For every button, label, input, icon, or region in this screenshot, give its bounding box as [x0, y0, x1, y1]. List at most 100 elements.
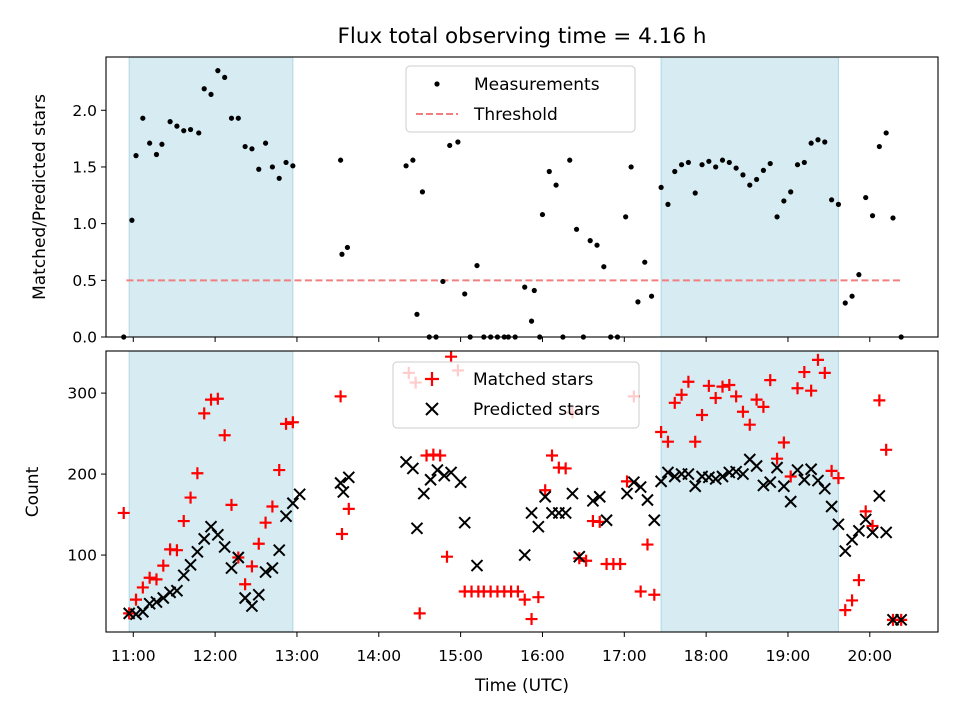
y-tick-label: 300 — [67, 385, 97, 403]
predicted-star-point — [129, 607, 143, 621]
matched-star-point — [811, 353, 824, 366]
bottom-legend: Matched stars Predicted stars — [392, 361, 640, 429]
predicted-star-point — [417, 487, 431, 500]
bottom-shaded-intervals — [128, 350, 839, 633]
predicted-star-point — [648, 514, 661, 527]
predicted-stars-points — [122, 453, 908, 627]
matched-star-point — [413, 607, 426, 620]
matched-star-point — [661, 435, 674, 448]
measurement-point — [594, 242, 600, 248]
matched-star-point — [218, 429, 231, 442]
measurement-point — [760, 167, 767, 173]
matched-star-point — [573, 552, 586, 565]
matched-star-point — [818, 366, 831, 379]
chart-title: Flux total observing time = 4.16 h — [338, 24, 707, 49]
measurement-point — [573, 226, 580, 232]
matched-star-point — [839, 604, 852, 617]
matched-star-point — [702, 379, 715, 392]
predicted-star-point — [757, 479, 770, 492]
matched-star-point — [675, 388, 688, 401]
matched-star-point — [130, 593, 143, 606]
bottom-y-ticks: 100 200 300 — [67, 385, 106, 565]
predicted-star-point — [894, 613, 908, 627]
matched-star-point — [716, 380, 729, 393]
predicted-star-point — [470, 559, 484, 572]
bottom-panel: 100 200 300 11:00 12:00 13:00 14:00 15:00 16:00… — [23, 350, 939, 696]
predicted-star-point — [337, 485, 350, 499]
measurement-point — [174, 123, 180, 129]
measurement-point — [337, 157, 344, 163]
matched-star-point — [832, 472, 845, 485]
predicted-star-point — [573, 550, 586, 563]
predicted-star-point — [832, 518, 845, 531]
measurement-point — [133, 153, 139, 159]
measurement-point — [539, 211, 546, 218]
measurement-point — [531, 287, 537, 294]
matched-star-point — [709, 391, 722, 404]
predicted-star-point — [225, 561, 238, 575]
measurement-point — [699, 162, 705, 168]
matched-star-point — [641, 538, 654, 551]
matched-star-point — [777, 436, 790, 449]
measurement-point — [665, 201, 671, 207]
measurement-point — [648, 293, 655, 299]
measurement-point — [419, 189, 426, 195]
x-tick-label: 20:00 — [847, 647, 892, 665]
predicted-star-point — [709, 472, 722, 486]
matched-star-point — [525, 613, 538, 626]
x-tick-label: 15:00 — [438, 647, 483, 665]
matched-star-point — [805, 384, 818, 397]
predicted-star-point — [770, 461, 784, 474]
measurement-point — [153, 151, 160, 158]
measurement-point — [876, 143, 882, 150]
measurement-point — [635, 299, 641, 305]
matched-star-point — [648, 588, 661, 601]
y-tick-label: 0.5 — [72, 272, 97, 290]
measurement-point — [672, 168, 678, 175]
measurement-point — [753, 176, 760, 183]
matched-star-point — [764, 374, 777, 387]
predicted-star-point — [729, 465, 743, 478]
x-tick-label: 18:00 — [684, 647, 729, 665]
matched-star-point — [559, 462, 572, 475]
bottom-legend-box — [392, 361, 640, 429]
measurement-point — [215, 68, 221, 74]
measurement-point — [781, 198, 787, 204]
predicted-star-point — [682, 467, 695, 481]
measurement-point — [269, 164, 275, 170]
predicted-star-point — [879, 526, 893, 539]
bottom-x-ticks: 11:00 12:00 13:00 14:00 15:00 16:00 17:00 18:00… — [111, 632, 892, 665]
measurement-point — [187, 126, 194, 133]
predicted-star-point — [458, 516, 471, 529]
matched-star-point — [723, 379, 736, 392]
predicted-star-point — [825, 500, 838, 513]
measurement-point — [414, 311, 420, 317]
x-tick-label: 17:00 — [602, 647, 647, 665]
matched-star-point — [743, 418, 756, 431]
matched-star-point — [445, 350, 458, 363]
predicted-star-point — [334, 476, 347, 490]
top-legend: Measurements Threshold — [405, 65, 636, 133]
measurement-point — [167, 119, 173, 125]
predicted-star-point — [170, 584, 184, 597]
predicted-star-point — [852, 524, 866, 537]
matched-star-point — [736, 405, 749, 418]
matched-star-point — [177, 515, 190, 528]
measurement-point — [196, 130, 202, 136]
predicted-star-point — [218, 540, 231, 554]
predicted-star-point — [593, 490, 606, 503]
measurement-point — [159, 141, 165, 147]
matched-star-point — [211, 392, 224, 405]
measurement-point — [692, 190, 698, 196]
legend-matched-marker — [425, 372, 439, 386]
predicted-star-point — [177, 569, 190, 582]
measurement-point — [440, 278, 446, 285]
predicted-star-point — [777, 480, 791, 493]
top-shaded-intervals — [128, 56, 839, 338]
matched-star-point — [873, 394, 886, 407]
y-tick-label: 200 — [67, 466, 97, 484]
measurement-point — [256, 166, 262, 172]
predicted-star-point — [750, 459, 763, 473]
matched-star-point — [730, 390, 743, 403]
